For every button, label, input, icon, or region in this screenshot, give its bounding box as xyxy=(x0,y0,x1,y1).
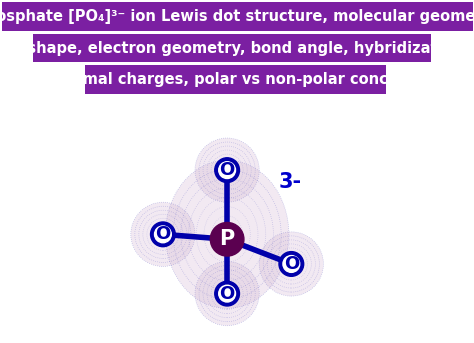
Text: O: O xyxy=(219,285,235,303)
Circle shape xyxy=(283,256,300,272)
Text: O: O xyxy=(155,225,171,243)
Ellipse shape xyxy=(165,160,289,308)
FancyBboxPatch shape xyxy=(85,65,386,94)
Ellipse shape xyxy=(195,261,259,326)
Circle shape xyxy=(215,158,239,182)
Ellipse shape xyxy=(259,232,323,296)
Text: O: O xyxy=(219,161,235,179)
Circle shape xyxy=(151,222,175,247)
Text: P: P xyxy=(219,229,235,249)
Text: 3-: 3- xyxy=(279,173,302,192)
Circle shape xyxy=(279,252,304,276)
Circle shape xyxy=(155,226,171,243)
Text: Phosphate [PO₄]³⁻ ion Lewis dot structure, molecular geometry: Phosphate [PO₄]³⁻ ion Lewis dot structur… xyxy=(0,9,474,24)
FancyBboxPatch shape xyxy=(33,34,431,62)
Circle shape xyxy=(210,223,244,256)
Text: or shape, electron geometry, bond angle, hybridization,: or shape, electron geometry, bond angle,… xyxy=(5,40,469,56)
Circle shape xyxy=(219,162,236,178)
FancyBboxPatch shape xyxy=(2,2,473,31)
Ellipse shape xyxy=(195,138,259,202)
Ellipse shape xyxy=(131,202,195,267)
Circle shape xyxy=(219,285,236,302)
Circle shape xyxy=(215,281,239,306)
Text: O: O xyxy=(284,255,299,273)
Text: formal charges, polar vs non-polar concept: formal charges, polar vs non-polar conce… xyxy=(59,72,415,87)
